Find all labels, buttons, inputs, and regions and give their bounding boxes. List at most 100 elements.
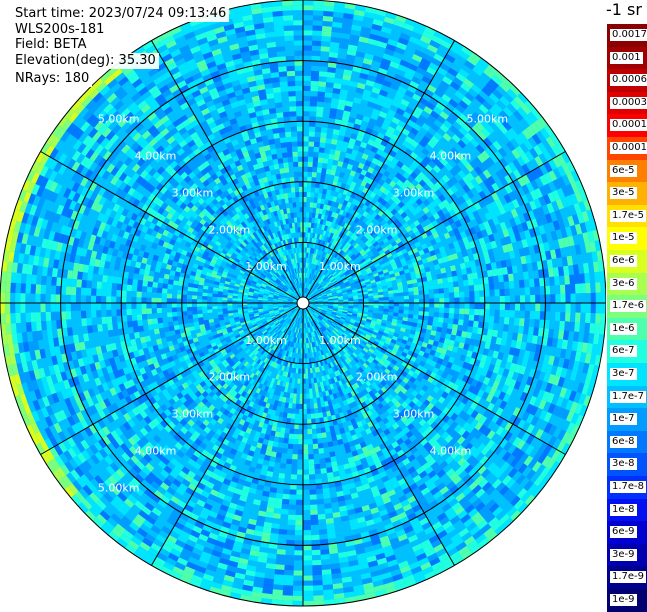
field-gate: [162, 298, 167, 303]
field-gate: [299, 409, 303, 414]
field-gate: [434, 298, 439, 303]
field-gate: [192, 291, 197, 295]
field-gate: [306, 384, 309, 389]
field-gate: [197, 299, 202, 303]
field-gate: [152, 282, 158, 288]
field-gate: [388, 294, 393, 298]
field-gate: [298, 444, 303, 449]
field-gate: [389, 306, 394, 309]
field-gate: [167, 317, 173, 322]
field-gate: [459, 314, 465, 320]
field-gate: [187, 303, 192, 307]
field-gate: [437, 322, 443, 328]
field-gate: [279, 432, 284, 438]
field-gate: [182, 303, 187, 307]
field-gate: [424, 299, 429, 303]
field-gate: [280, 427, 285, 433]
field-gate: [227, 306, 232, 309]
field-gate: [298, 237, 301, 242]
field-gate: [454, 303, 459, 309]
field-gate: [172, 289, 177, 294]
field-gate: [323, 158, 329, 164]
field-gate: [452, 324, 458, 330]
field-gate: [187, 295, 192, 299]
field-gate: [237, 305, 242, 308]
field-gate: [147, 308, 152, 314]
field-gate: [227, 308, 232, 311]
field-gate: [303, 419, 307, 424]
field-gate: [303, 182, 307, 187]
field-gate: [394, 296, 399, 300]
field-gate: [163, 322, 169, 328]
field-gate: [167, 308, 172, 313]
field-gate: [374, 298, 379, 301]
field-gate: [152, 318, 158, 324]
field-gate: [296, 394, 300, 399]
field-gate: [303, 404, 307, 409]
field-gate: [167, 298, 172, 303]
field-gate: [212, 297, 217, 300]
field-gate: [290, 182, 295, 187]
field-gate: [305, 232, 308, 237]
field-gate: [299, 414, 303, 419]
field-gate: [294, 217, 297, 222]
field-gate: [299, 182, 303, 187]
field-gate: [294, 424, 299, 429]
field-gate: [308, 227, 311, 232]
field-gate: [434, 303, 439, 308]
field-gate: [277, 153, 283, 159]
field-gate: [409, 303, 414, 307]
field-gate: [285, 428, 290, 434]
field-gate: [313, 157, 318, 163]
field-gate: [309, 459, 315, 464]
field-gate: [326, 431, 332, 437]
field-gate: [296, 197, 300, 202]
field-gate: [284, 433, 289, 439]
field-gate: [307, 177, 312, 182]
field-gate: [306, 227, 309, 232]
field-gate: [279, 168, 284, 174]
field-gate: [324, 148, 330, 154]
field-gate: [287, 454, 293, 460]
field-gate: [288, 193, 292, 199]
field-gate: [193, 288, 199, 292]
field-gate: [297, 217, 300, 222]
field-gate: [197, 303, 202, 307]
field-gate: [295, 182, 299, 187]
field-gate: [293, 444, 298, 449]
field-gate: [298, 439, 303, 444]
field-gate: [192, 303, 197, 307]
field-gate: [439, 293, 444, 298]
field-gate: [289, 429, 294, 434]
field-gate: [419, 311, 424, 316]
field-gate: [298, 369, 301, 374]
field-gate: [438, 317, 444, 322]
field-gate: [408, 288, 414, 292]
field-gate: [306, 374, 309, 379]
field-gate: [444, 288, 450, 293]
field-gate: [182, 307, 187, 311]
field-gate: [419, 299, 424, 303]
field-gate: [306, 202, 310, 207]
field-gate: [442, 278, 448, 284]
field-gate: [284, 167, 289, 173]
field-gate: [294, 429, 299, 434]
field-gate: [298, 152, 303, 157]
field-gate: [192, 307, 197, 311]
field-gate: [393, 309, 398, 313]
field-gate: [177, 294, 182, 299]
field-gate: [403, 314, 409, 318]
field-gate: [295, 409, 299, 414]
field-gate: [152, 308, 157, 314]
field-gate: [313, 162, 318, 168]
field-gate: [309, 388, 313, 393]
field-gate: [439, 288, 445, 293]
field-gate: [153, 277, 159, 283]
field-gate: [444, 298, 449, 303]
field-gate: [147, 319, 153, 325]
field-gate: [427, 280, 433, 285]
field-gate: [398, 289, 403, 293]
field-gate: [167, 312, 172, 317]
field-gate: [292, 454, 298, 459]
field-gate: [454, 292, 459, 298]
